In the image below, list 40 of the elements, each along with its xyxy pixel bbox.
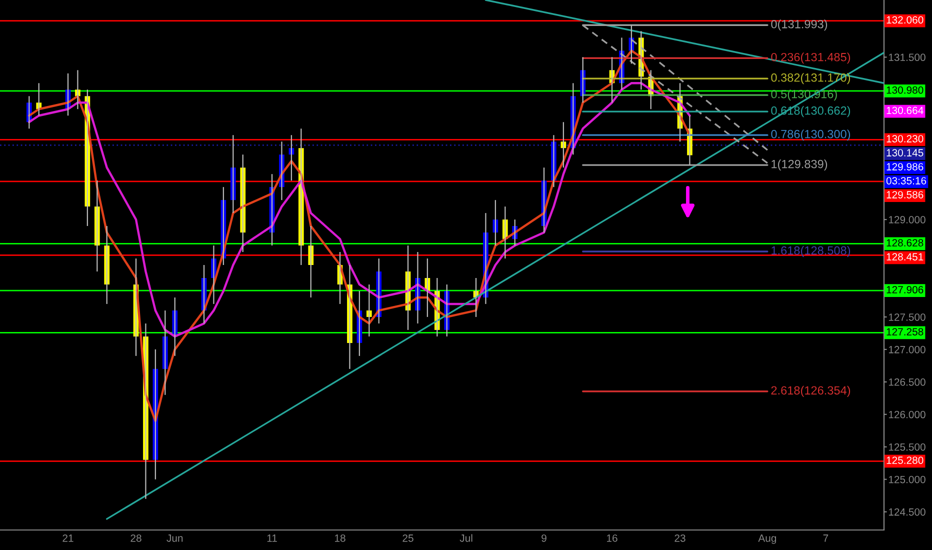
x-tick-label: 9 xyxy=(542,534,546,542)
y-tick-label: 126.000 xyxy=(888,410,926,418)
ref-line-label: 129.586 xyxy=(886,191,924,198)
text: 129.986 xyxy=(886,163,924,170)
x-tick-label: 25 xyxy=(402,534,414,542)
series-label: 1(129.839) xyxy=(772,160,828,171)
y-tick-label: 127.000 xyxy=(888,346,926,354)
series-label: 0(131.993) xyxy=(771,20,828,31)
ref-line-label: 125.280 xyxy=(886,456,924,464)
series-label: 0.786(130.300) xyxy=(771,130,850,141)
y-tick-label: 126.500 xyxy=(888,378,926,386)
ref-line-label: 128.628 xyxy=(886,239,924,246)
x-tick-label: 28 xyxy=(130,534,142,542)
y-tick-label: 125.000 xyxy=(888,476,926,484)
series-label: 1.618(128.508) xyxy=(772,246,850,257)
y-tick-label: 131.500 xyxy=(888,54,926,62)
x-tick-label: Jul xyxy=(460,534,472,542)
x-tick-label: 7 xyxy=(823,534,828,542)
x-tick-label: 16 xyxy=(607,534,618,542)
y-tick-label: 125.500 xyxy=(888,443,926,451)
ref-line-label: 130.980 xyxy=(886,86,924,94)
y-tick-label: 124.500 xyxy=(888,508,926,516)
ref-line-label: 127.258 xyxy=(886,328,924,336)
x-tick-label: 18 xyxy=(335,534,346,542)
ref-line-label: 127.906 xyxy=(886,286,924,294)
x-tick-label: Aug xyxy=(758,534,776,544)
x-tick-label: 23 xyxy=(674,534,686,542)
text: 130.664 xyxy=(886,106,924,114)
ref-line-label: 132.060 xyxy=(886,16,924,24)
y-tick-label: 127.500 xyxy=(888,313,926,321)
ref-line-label: 128.451 xyxy=(886,253,924,260)
series-label: 0.236(131.485) xyxy=(771,52,850,64)
x-tick-label: 21 xyxy=(62,534,74,542)
ref-line-label: 130.145 xyxy=(886,149,924,156)
x-tick-label: Jun xyxy=(166,534,183,542)
x-tick-label: 11 xyxy=(267,534,277,542)
y-tick-label: 129.000 xyxy=(888,216,926,224)
ref-line-label: 130.230 xyxy=(886,135,924,142)
text: 03:35:16 xyxy=(886,177,926,184)
series-label: 2.618(126.354) xyxy=(771,386,850,397)
